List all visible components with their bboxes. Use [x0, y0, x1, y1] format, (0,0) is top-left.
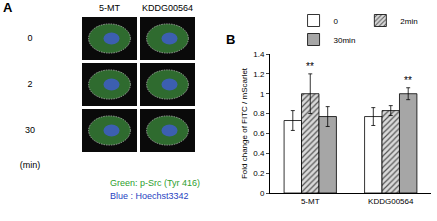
html-text:0: 0: [27, 32, 33, 43]
svg-text:1.2: 1.2: [253, 70, 265, 79]
html-text:5-MT: 5-MT: [99, 3, 120, 13]
html-text:30: 30: [25, 124, 35, 135]
svg-text:1.4: 1.4: [253, 50, 265, 59]
svg-text:1: 1: [260, 90, 265, 99]
svg-text:B: B: [226, 32, 235, 47]
svg-text:0.6: 0.6: [253, 129, 265, 138]
html-text:2: 2: [27, 78, 33, 89]
svg-text:**: **: [306, 61, 314, 72]
svg-text:0.4: 0.4: [253, 149, 265, 158]
html-text:Green: p-Src (Tyr 416): Green: p-Src (Tyr 416): [110, 178, 200, 188]
svg-text:0.2: 0.2: [253, 169, 265, 178]
html-text:A: A: [3, 0, 13, 15]
svg-text:**: **: [404, 75, 412, 86]
svg-text:30min: 30min: [334, 36, 356, 45]
html-text:(min): (min): [19, 160, 41, 170]
svg-text:2min: 2min: [400, 17, 417, 26]
svg-text:5-MT: 5-MT: [301, 197, 320, 206]
html-text:KDDG00564: KDDG00564: [142, 3, 193, 13]
svg-text:Fold change of FITC / mScarlet: Fold change of FITC / mScarlet: [240, 67, 249, 179]
svg-text:0.8: 0.8: [253, 109, 265, 118]
svg-text:0: 0: [334, 17, 339, 26]
html-text:Blue : Hoechst3342: Blue : Hoechst3342: [110, 191, 189, 201]
svg-text:KDDG00564: KDDG00564: [368, 197, 414, 206]
svg-text:0: 0: [260, 189, 265, 198]
